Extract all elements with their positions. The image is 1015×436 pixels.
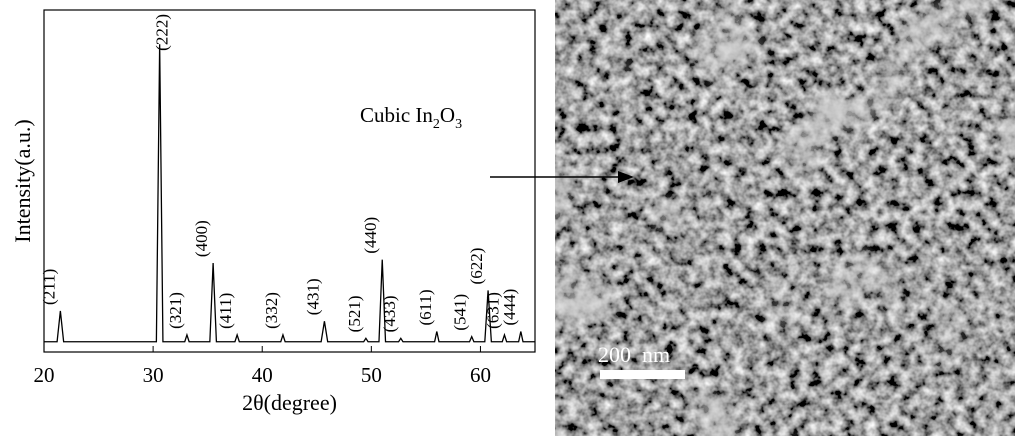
peak-label: (433) <box>380 295 399 332</box>
peak-label: (440) <box>361 217 380 254</box>
annotation: Cubic In2O3 <box>360 103 462 132</box>
annotation-part: 2 <box>433 117 440 132</box>
x-axis-title: 2θ(degree) <box>242 390 337 415</box>
peak-label: (622) <box>467 248 486 285</box>
peak-label: (541) <box>451 294 470 331</box>
arrow-head <box>618 171 634 183</box>
annotation-part: Cubic In <box>360 103 433 127</box>
peak-label: (332) <box>262 292 281 329</box>
x-tick-label: 20 <box>34 363 55 387</box>
peak-label: (321) <box>166 292 185 329</box>
peak-label: (211) <box>39 269 58 305</box>
peak-label: (521) <box>345 295 364 332</box>
peak-label: (222) <box>153 14 172 51</box>
xrd-line <box>44 44 535 343</box>
peak-label: (444) <box>500 289 519 326</box>
scale-bar-label: 200 nm <box>598 342 670 367</box>
y-axis-title: Intensity(a.u.) <box>10 119 35 242</box>
peak-label: (411) <box>216 293 235 329</box>
x-tick-label: 60 <box>470 363 491 387</box>
annotation-part: 3 <box>455 117 462 132</box>
peak-label: (431) <box>303 278 322 315</box>
x-tick-label: 40 <box>252 363 273 387</box>
x-tick-label: 30 <box>143 363 164 387</box>
plot-frame <box>43 9 536 353</box>
x-tick-label: 50 <box>361 363 382 387</box>
annotation-part: O <box>440 103 455 127</box>
peak-label: (400) <box>192 220 211 257</box>
peak-label: (611) <box>416 289 435 325</box>
tem-voids <box>555 0 1015 436</box>
scale-bar <box>600 370 685 379</box>
tem-image: 200 nm <box>555 0 1015 436</box>
peak-label: (631) <box>483 292 502 329</box>
